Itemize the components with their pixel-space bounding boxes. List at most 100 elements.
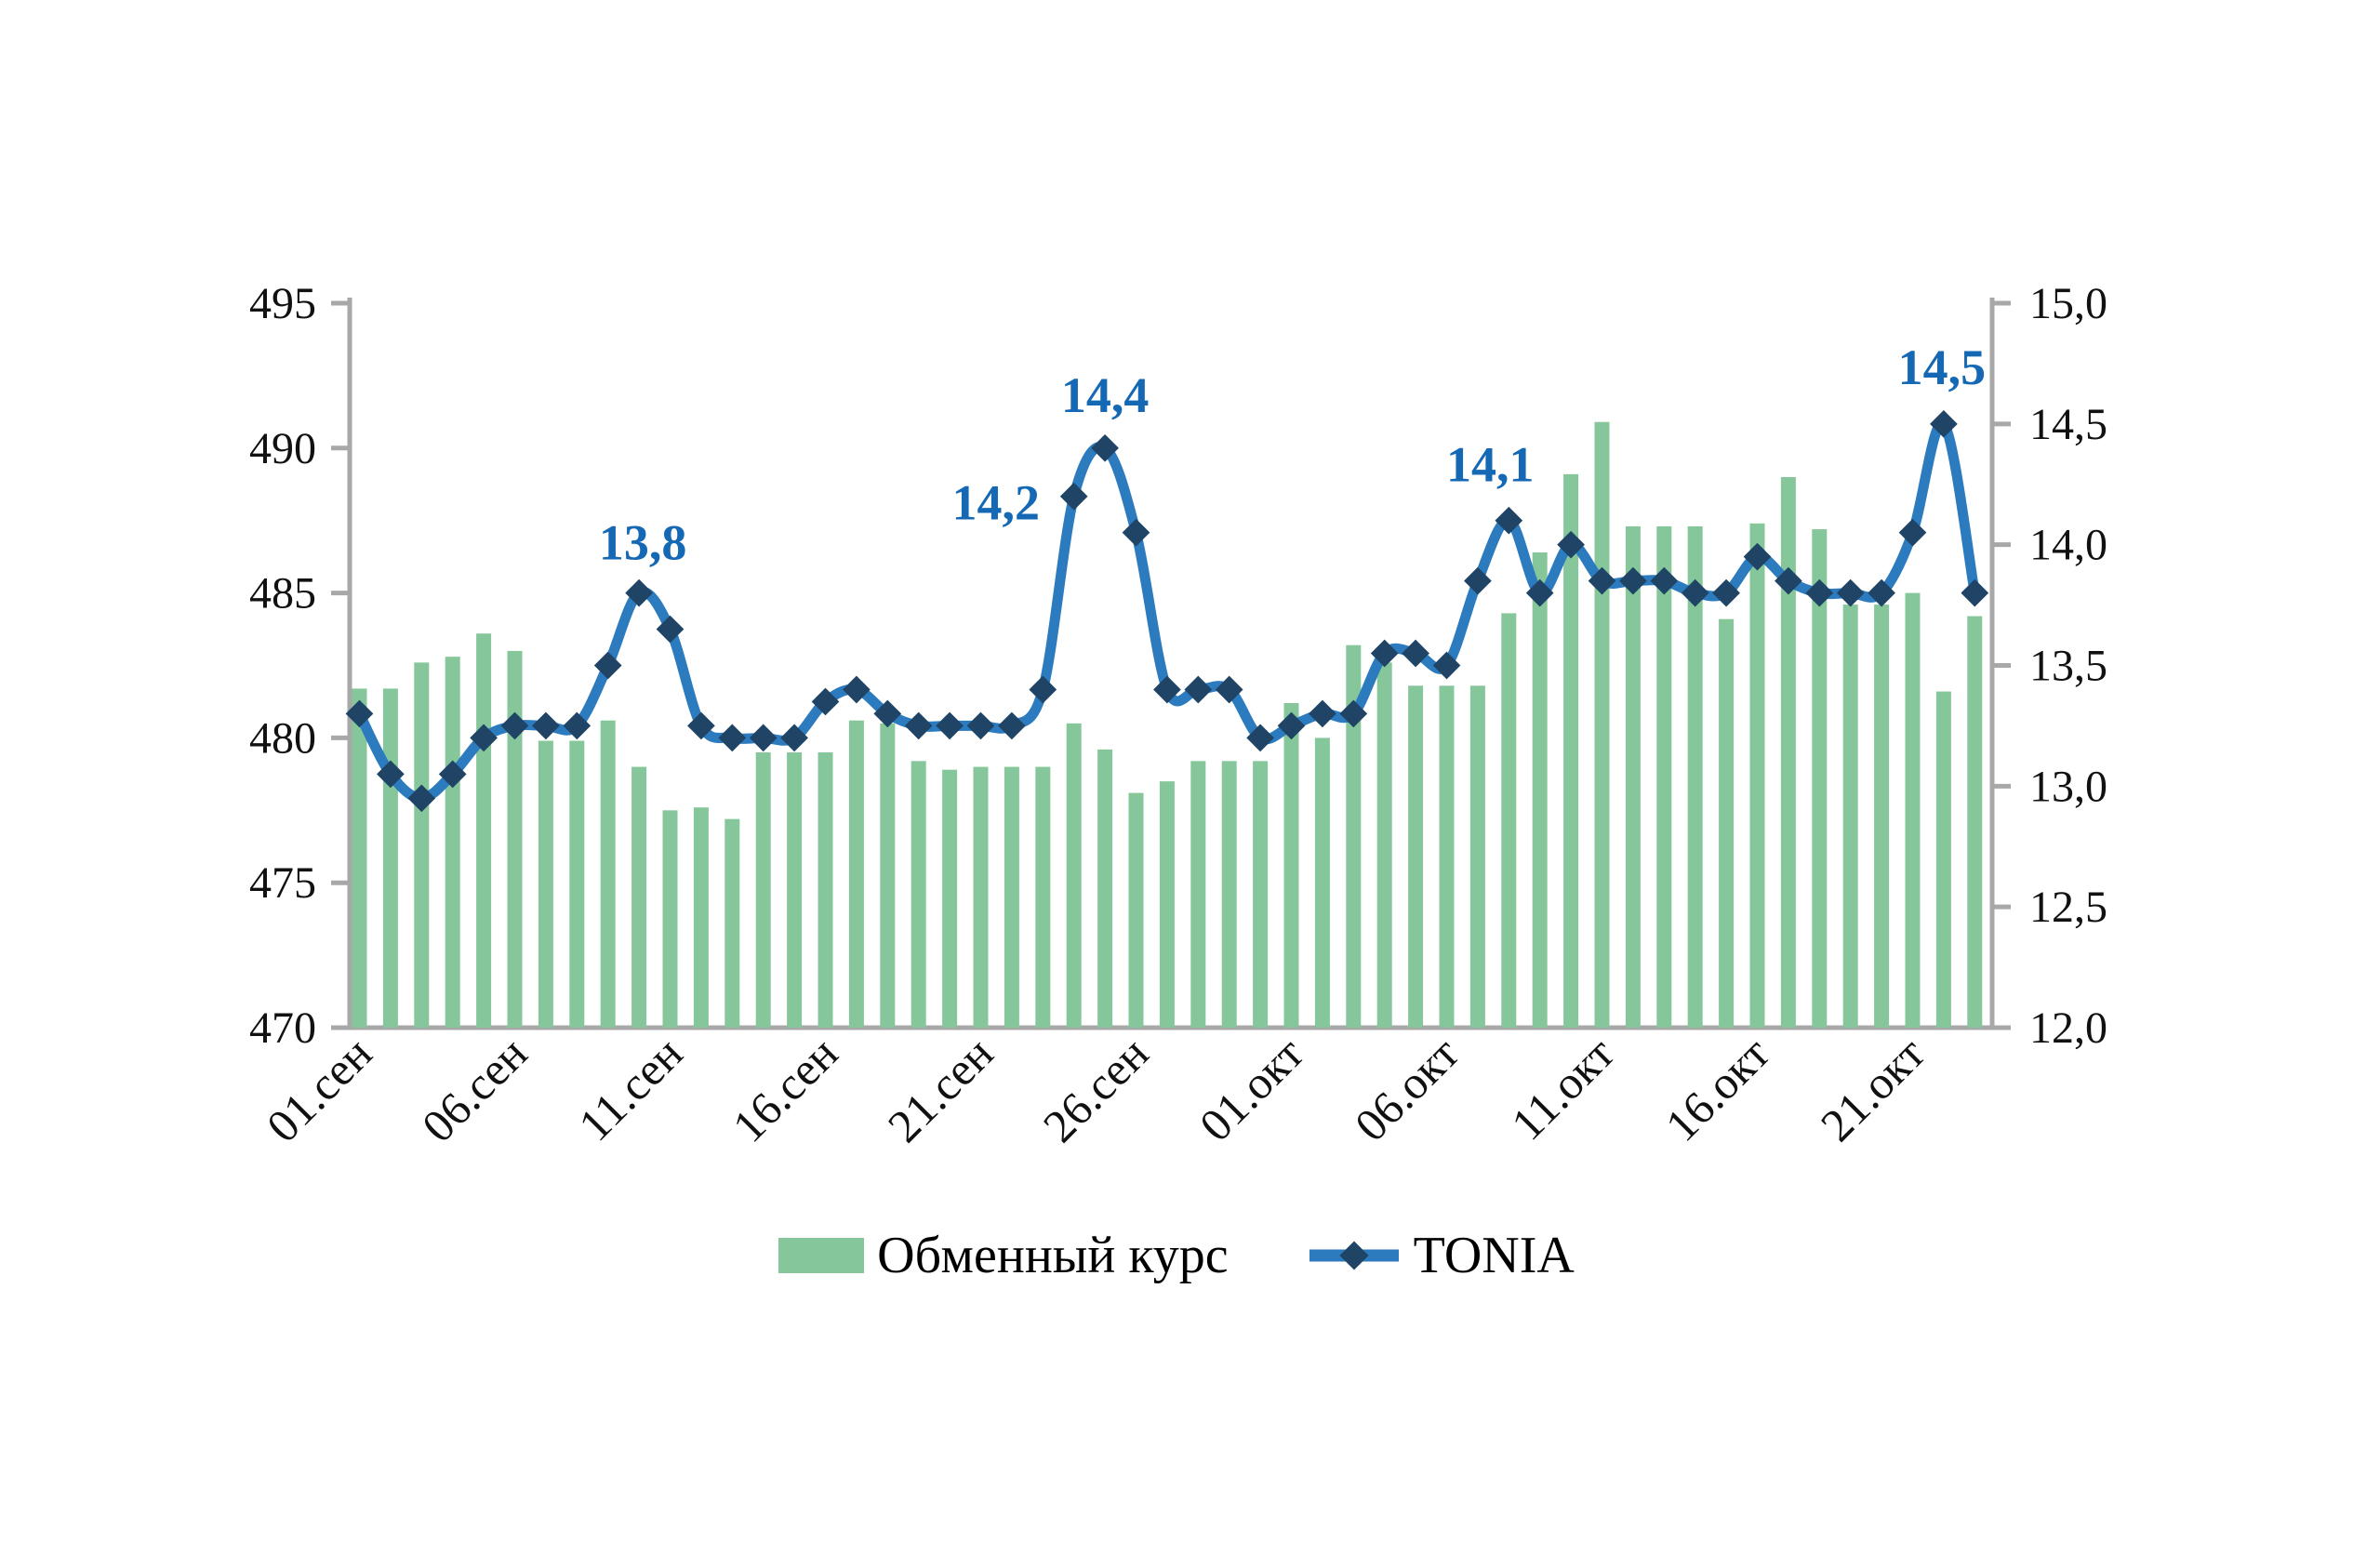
exchange-rate-bar — [787, 751, 803, 1028]
exchange-rate-bar — [1439, 685, 1455, 1028]
tonia-marker-diamond — [749, 724, 778, 752]
tonia-data-label: 14,1 — [1446, 437, 1535, 493]
tonia-marker-diamond — [1898, 518, 1927, 547]
tonia-marker-diamond — [1930, 409, 1958, 438]
exchange-rate-bar — [1159, 781, 1175, 1028]
tonia-marker-diamond — [1184, 675, 1213, 704]
y-axis-left-tick-label: 470 — [249, 1003, 316, 1053]
exchange-rate-bar — [1346, 644, 1362, 1028]
exchange-rate-bar — [1532, 551, 1548, 1028]
exchange-rate-bar — [1314, 737, 1330, 1028]
tonia-marker-diamond — [1122, 518, 1150, 547]
exchange-rate-bar — [1625, 525, 1641, 1028]
tonia-line-marker-icon — [1309, 1241, 1399, 1270]
tonia-marker-diamond — [1153, 675, 1181, 704]
exchange-rate-bar — [911, 761, 926, 1028]
y-axis-right-tick-label: 12,0 — [2029, 1003, 2107, 1053]
tonia-marker-diamond — [1432, 651, 1461, 680]
tonia-marker-diamond — [1619, 566, 1647, 595]
exchange-rate-bar — [1376, 662, 1392, 1028]
tonia-marker-diamond — [1059, 482, 1088, 511]
tonia-marker-diamond — [1246, 724, 1274, 752]
tonia-marker-diamond — [1805, 578, 1834, 607]
y-axis-right-tick-label: 15,0 — [2029, 279, 2107, 328]
tonia-marker-diamond — [811, 687, 840, 716]
y-axis-right-tick-label: 14,0 — [2029, 521, 2107, 570]
tonia-marker-diamond — [1215, 675, 1243, 704]
tonia-marker-diamond — [780, 724, 808, 752]
exchange-rate-bar — [352, 688, 367, 1028]
tonia-data-label: 14,4 — [1061, 367, 1150, 423]
y-axis-left-tick-label: 480 — [249, 713, 316, 763]
exchange-rate-bar — [1749, 523, 1765, 1028]
tonia-marker-diamond — [1277, 711, 1306, 740]
exchange-rate-bar — [1190, 761, 1206, 1028]
exchange-rate-swatch-icon — [778, 1238, 865, 1273]
tonia-marker-diamond — [687, 711, 715, 740]
tonia-marker-diamond — [500, 711, 529, 740]
tonia-marker-diamond — [1743, 542, 1772, 571]
exchange-rate-bar — [693, 807, 709, 1028]
exchange-rate-bar — [1719, 618, 1735, 1028]
legend-label-tonia: TONIA — [1413, 1227, 1575, 1284]
exchange-rate-bar — [1066, 723, 1082, 1028]
tonia-marker-diamond — [1588, 566, 1616, 595]
tonia-marker-diamond — [656, 615, 685, 644]
tonia-marker-diamond — [438, 760, 467, 789]
x-axis-tick-label: 26.сен — [1033, 1027, 1159, 1152]
tonia-marker-diamond — [625, 578, 653, 607]
exchange-rate-bar — [1594, 421, 1610, 1029]
exchange-rate-bar — [1874, 605, 1890, 1028]
exchange-rate-bar — [600, 720, 616, 1028]
exchange-rate-bar — [1563, 473, 1579, 1028]
legend-item-tonia: TONIA — [1308, 1226, 1575, 1285]
tonia-marker-diamond — [1091, 433, 1119, 462]
tonia-data-label: 13,8 — [599, 515, 687, 571]
exchange-rate-bar — [755, 751, 771, 1028]
x-axis-tick-label: 11.окт — [1501, 1027, 1624, 1149]
tonia-marker-diamond — [1868, 578, 1895, 607]
exchange-rate-bar — [1253, 761, 1269, 1028]
tonia-marker-diamond — [1370, 639, 1399, 668]
tonia-marker-diamond — [1495, 506, 1523, 535]
tonia-marker-diamond — [1525, 578, 1554, 607]
x-axis-tick-label: 21.сен — [878, 1027, 1004, 1152]
exchange-rate-bar — [973, 766, 989, 1028]
tonia-marker-diamond — [1464, 566, 1492, 595]
tonia-marker-diamond — [1961, 578, 1989, 607]
y-axis-right-tick-label: 13,0 — [2029, 762, 2107, 811]
legend-item-exchange-rate: Обменный курс — [778, 1226, 1229, 1285]
exchange-rate-bar — [1501, 613, 1517, 1028]
tonia-marker-diamond — [718, 724, 747, 752]
exchange-rate-bar — [848, 720, 864, 1028]
tonia-marker-diamond — [936, 711, 964, 740]
tonia-marker-diamond — [1557, 530, 1585, 559]
x-axis-tick-label: 16.сен — [723, 1027, 848, 1152]
exchange-rate-bar — [1097, 749, 1113, 1028]
tonia-marker-diamond — [377, 760, 405, 789]
tonia-marker-diamond — [593, 651, 622, 680]
y-axis-left-tick-label: 495 — [249, 279, 316, 328]
x-axis-tick-label: 06.окт — [1345, 1027, 1469, 1151]
exchange-rate-bar — [1780, 476, 1796, 1028]
y-axis-right-tick-label: 14,5 — [2029, 400, 2107, 449]
exchange-rate-bar — [414, 662, 430, 1028]
tonia-marker-diamond — [873, 699, 902, 728]
exchange-rate-bar — [1035, 766, 1051, 1028]
exchange-rate-bar — [942, 769, 958, 1028]
legend-label-exchange-rate: Обменный курс — [877, 1227, 1229, 1284]
exchange-rate-bar — [1656, 525, 1672, 1028]
exchange-rate-bar — [1967, 616, 1983, 1028]
y-axis-right-tick-label: 13,5 — [2029, 642, 2107, 691]
tonia-data-label: 14,2 — [951, 475, 1040, 531]
tonia-marker-diamond — [843, 675, 871, 704]
x-axis-tick-label: 01.окт — [1190, 1027, 1314, 1151]
tonia-marker-diamond — [1309, 699, 1336, 728]
exchange-rate-bar — [662, 810, 678, 1028]
tonia-data-label: 14,5 — [1898, 339, 1987, 395]
exchange-rate-bar — [1905, 592, 1921, 1028]
exchange-rate-bar — [1687, 525, 1703, 1028]
exchange-rate-bar — [631, 766, 647, 1028]
